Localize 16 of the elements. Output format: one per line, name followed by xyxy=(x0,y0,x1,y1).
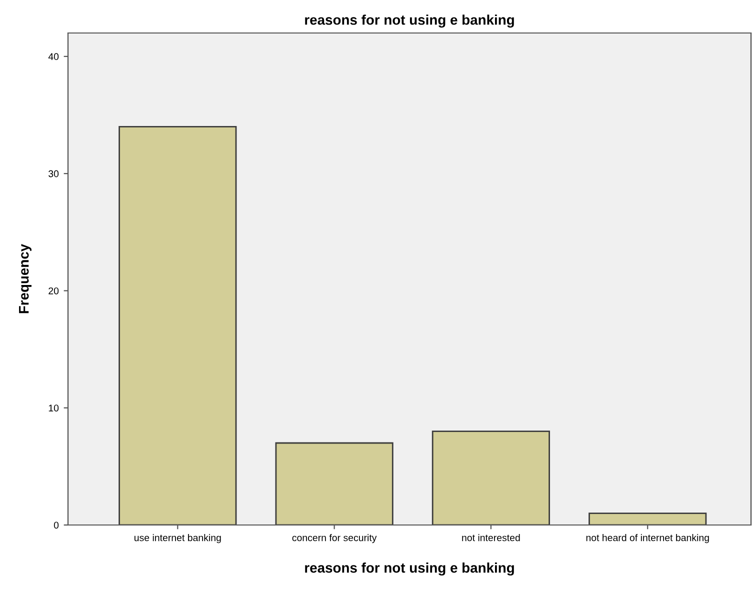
bar xyxy=(588,512,707,525)
bar xyxy=(432,430,550,525)
chart-title: reasons for not using e banking xyxy=(305,14,514,28)
x-tick-label: not heard of internet banking xyxy=(586,534,709,544)
y-axis-title: Frequency xyxy=(19,244,32,314)
bar xyxy=(118,126,237,525)
x-axis-title: reasons for not using e banking xyxy=(305,562,514,576)
y-tick-label: 40 xyxy=(48,53,59,60)
y-tick-label: 0 xyxy=(54,522,59,529)
bar xyxy=(275,442,394,525)
y-tick-label: 20 xyxy=(48,287,59,294)
x-tick-label: not interested xyxy=(462,534,520,542)
y-tick-label: 10 xyxy=(48,404,59,412)
x-tick-label: use internet banking xyxy=(134,534,221,544)
x-tick-label: concern for security xyxy=(292,534,377,544)
y-tick-label: 30 xyxy=(48,170,59,178)
